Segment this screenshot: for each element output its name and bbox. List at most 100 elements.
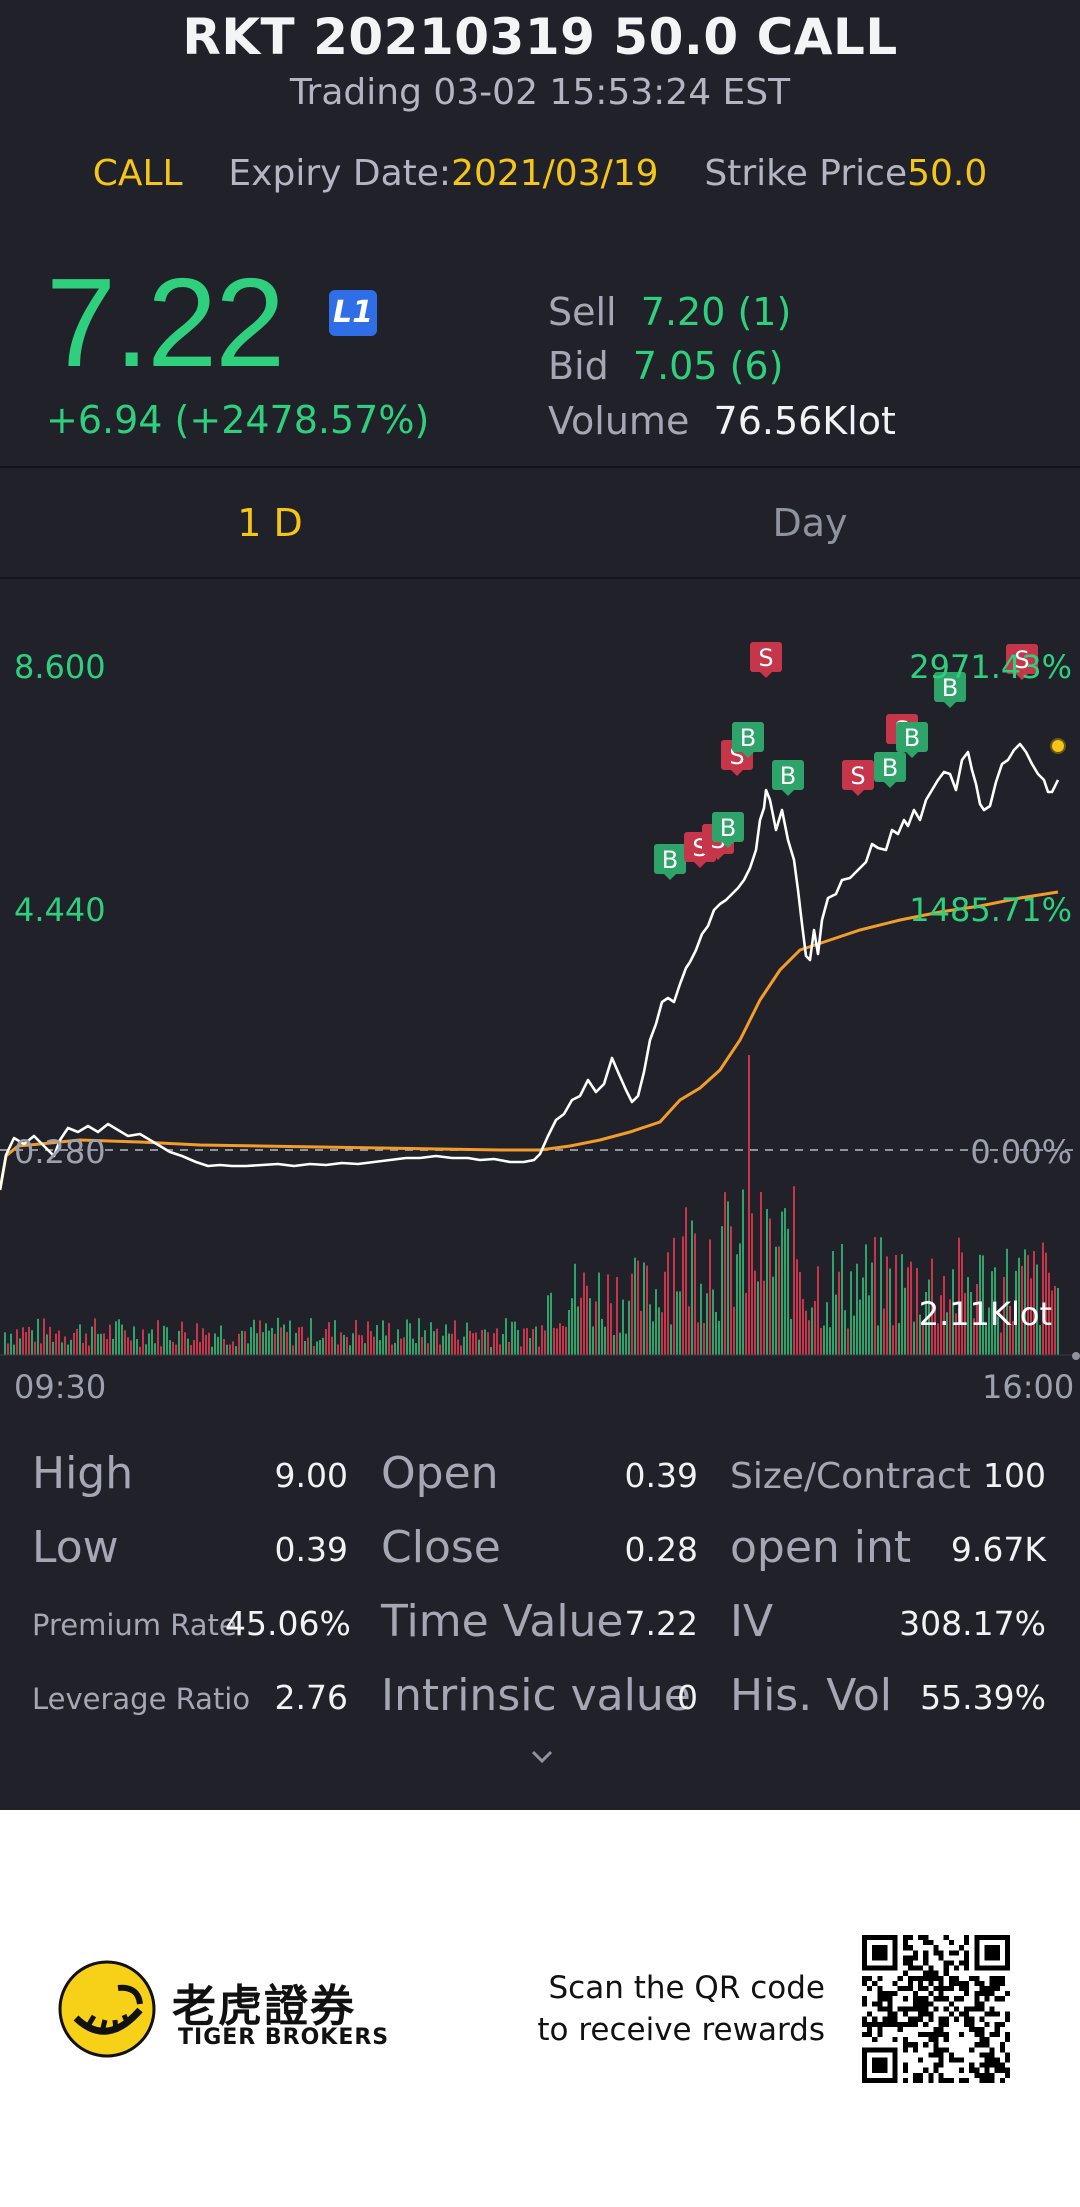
volume-bar xyxy=(841,1244,843,1355)
open-value: 0.39 xyxy=(624,1456,698,1495)
volume-bar xyxy=(1009,1305,1011,1355)
volume-bar xyxy=(1039,1325,1041,1355)
volume-bar xyxy=(106,1339,108,1355)
volume-bar xyxy=(226,1344,228,1355)
volume-bar xyxy=(967,1277,969,1355)
volume-label: Volume xyxy=(548,399,690,443)
volume-bar xyxy=(526,1328,528,1355)
volume-bar xyxy=(409,1323,411,1355)
volume-bar xyxy=(124,1330,126,1355)
volume-bar xyxy=(739,1243,741,1355)
level1-badge[interactable]: L1 xyxy=(329,290,377,336)
volume-bar xyxy=(385,1335,387,1355)
volume-bar xyxy=(907,1267,909,1355)
volume-bar xyxy=(343,1334,345,1355)
volume-bar xyxy=(628,1300,630,1355)
volume-bar xyxy=(613,1334,615,1355)
volume-bar xyxy=(10,1333,12,1355)
qr-code[interactable] xyxy=(862,1935,1010,2083)
volume-bar xyxy=(511,1321,513,1355)
volume-bar xyxy=(37,1318,39,1355)
volume-bar xyxy=(100,1333,102,1355)
volume-bar xyxy=(919,1314,921,1355)
volume-bar xyxy=(514,1321,516,1355)
volume-bar xyxy=(325,1329,327,1355)
volume-bar xyxy=(355,1319,357,1355)
volume-bar xyxy=(994,1267,996,1355)
intraday-chart[interactable]: BSSBSBSBSBSBBS 8.600 4.440 0.280 2971.43… xyxy=(0,580,1080,1400)
volume-bar xyxy=(130,1340,132,1355)
volume-bar xyxy=(688,1306,690,1355)
premium-rate-label: Premium Rate xyxy=(32,1608,237,1642)
volume-bar xyxy=(481,1329,483,1355)
volume-bar xyxy=(1045,1252,1047,1355)
volume-bar xyxy=(127,1337,129,1355)
volume-bar xyxy=(433,1331,435,1355)
volume-bar xyxy=(1006,1248,1008,1355)
volume-bar xyxy=(631,1273,633,1355)
pct-label-low: 0.00% xyxy=(970,1133,1072,1171)
volume-bar xyxy=(838,1271,840,1355)
volume-bar xyxy=(865,1244,867,1355)
trade-marker-label: S xyxy=(758,644,773,672)
volume-bar xyxy=(439,1344,441,1355)
bid-value: 7.05 (6) xyxy=(632,344,784,388)
volume-bar xyxy=(700,1283,702,1355)
volume-bar xyxy=(49,1326,51,1355)
volume-bar xyxy=(346,1337,348,1355)
volume-bar xyxy=(136,1338,138,1355)
volume-bar xyxy=(751,1213,753,1355)
volume-bar xyxy=(217,1336,219,1355)
volume-bar xyxy=(493,1333,495,1355)
volume-bar xyxy=(40,1343,42,1355)
volume-bar xyxy=(250,1327,252,1355)
buy-marker: B xyxy=(934,672,966,708)
volume-bar xyxy=(787,1228,789,1355)
volume-bar xyxy=(982,1255,984,1355)
volume-bar xyxy=(973,1318,975,1355)
volume-bar xyxy=(274,1333,276,1355)
volume-bar xyxy=(268,1330,270,1355)
volume-bar xyxy=(763,1280,765,1355)
volume-bar xyxy=(28,1326,30,1355)
his-vol-value: 55.39% xyxy=(920,1678,1046,1717)
volume-bar xyxy=(16,1329,18,1355)
volume-bar xyxy=(280,1327,282,1355)
volume-bar xyxy=(208,1332,210,1355)
volume-bar xyxy=(844,1310,846,1355)
volume-bar xyxy=(859,1299,861,1355)
volume-bar xyxy=(676,1291,678,1355)
volume-bar xyxy=(601,1318,603,1355)
volume-bar xyxy=(904,1287,906,1355)
volume-bar xyxy=(187,1338,189,1355)
volume-bar xyxy=(235,1346,237,1355)
volume-bar xyxy=(856,1263,858,1355)
brand-name-cn: 老虎證券 xyxy=(172,1981,356,2032)
volume-bar xyxy=(460,1345,462,1355)
volume-bar xyxy=(640,1310,642,1355)
volume-bar xyxy=(1021,1265,1023,1355)
volume-bar xyxy=(649,1304,651,1355)
volume-bar xyxy=(283,1324,285,1355)
volume-bar xyxy=(484,1329,486,1355)
volume-bar xyxy=(616,1277,618,1355)
volume-bar xyxy=(469,1330,471,1355)
volume-bar xyxy=(322,1337,324,1355)
tab-1d[interactable]: 1 D xyxy=(237,501,303,545)
volume-bar xyxy=(289,1320,291,1355)
volume-bar xyxy=(58,1330,60,1355)
expand-chevron-icon[interactable] xyxy=(530,1745,554,1769)
leverage-ratio-label: Leverage Ratio xyxy=(32,1682,251,1716)
volume-bar xyxy=(664,1271,666,1355)
volume-bar xyxy=(292,1345,294,1355)
volume-bar xyxy=(1054,1286,1056,1355)
volume-bar xyxy=(4,1332,6,1355)
volume-bar xyxy=(646,1265,648,1355)
trade-marker-label: S xyxy=(850,762,865,790)
volume-bar xyxy=(178,1330,180,1355)
volume-bar xyxy=(304,1340,306,1355)
tab-day[interactable]: Day xyxy=(772,501,848,545)
volume-bar xyxy=(406,1319,408,1355)
volume-bar xyxy=(553,1327,555,1355)
buy-marker: B xyxy=(654,844,686,880)
